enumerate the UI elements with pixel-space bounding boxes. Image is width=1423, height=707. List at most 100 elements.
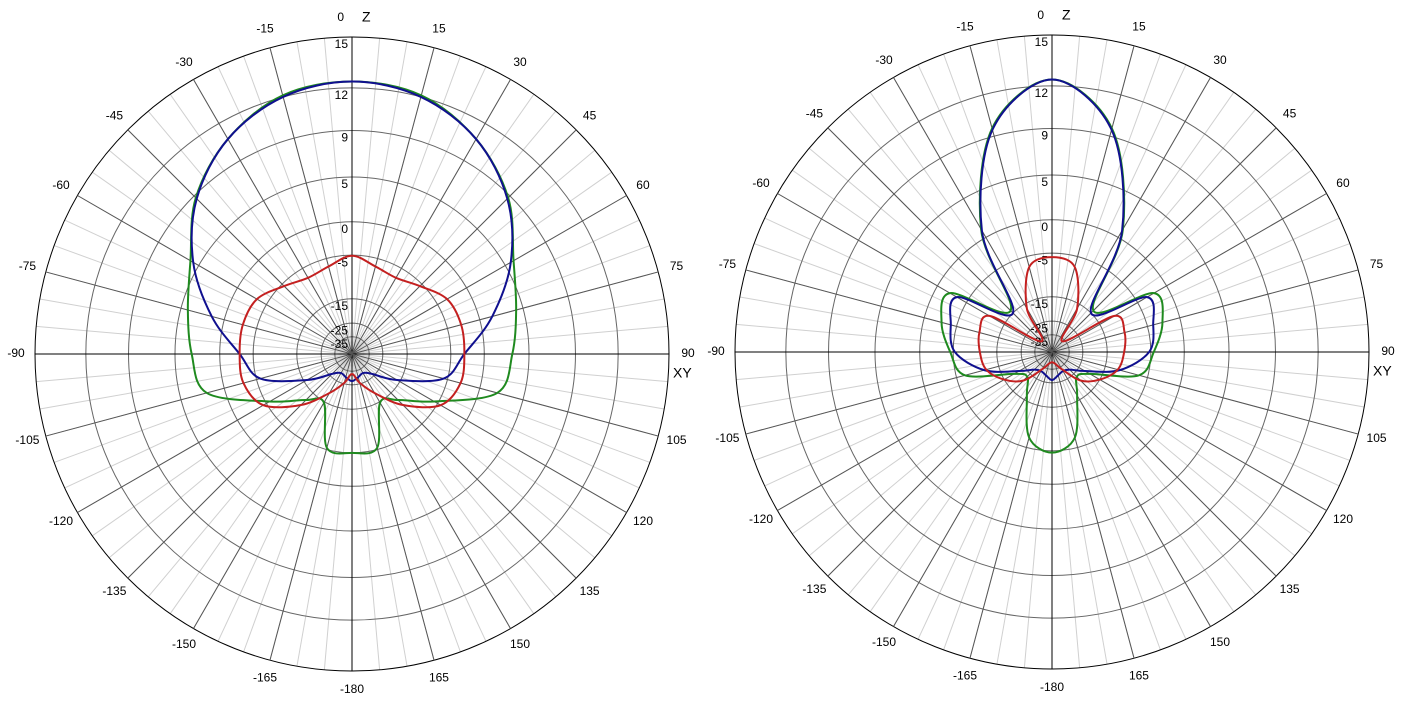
minor-spoke <box>1051 108 1257 353</box>
angle-tick-label: -105 <box>715 431 739 445</box>
minor-spoke <box>996 39 1053 353</box>
radial-tick-label: -5 <box>1037 253 1048 267</box>
radial-tick-label: -25 <box>331 323 349 337</box>
angle-tick-label: 60 <box>1336 176 1350 190</box>
minor-spoke <box>753 351 1053 461</box>
minor-spoke <box>351 298 665 355</box>
minor-spoke <box>92 171 353 355</box>
angle-tick-label: 15 <box>1132 20 1146 34</box>
minor-spoke <box>943 53 1053 353</box>
minor-spoke <box>108 149 353 355</box>
pattern-line <box>238 254 466 409</box>
spoke <box>269 353 353 661</box>
minor-spoke <box>351 353 487 642</box>
radial-tick-label: 9 <box>341 131 348 145</box>
polar-chart: 0153045607590105120135150165-180-165-150… <box>7 9 695 696</box>
spoke <box>351 353 659 437</box>
spoke <box>351 195 627 355</box>
angle-tick-label: -45 <box>106 109 124 123</box>
minor-spoke <box>1051 351 1235 612</box>
minor-spoke <box>351 353 612 537</box>
minor-spoke <box>808 351 1053 557</box>
spoke <box>777 351 1053 511</box>
minor-spoke <box>351 149 596 355</box>
minor-spoke <box>739 296 1053 353</box>
angle-tick-label: 120 <box>633 514 653 528</box>
radial-tick-label: 5 <box>1041 175 1048 189</box>
minor-spoke <box>351 353 640 489</box>
spoke <box>969 45 1053 353</box>
minor-spoke <box>323 38 353 355</box>
angle-tick-label: -120 <box>749 512 773 526</box>
radial-tick-label: -15 <box>1031 297 1049 311</box>
radial-tick-label: 0 <box>1041 220 1048 234</box>
angle-tick-label: -105 <box>15 433 39 447</box>
angle-tick-label: -15 <box>256 22 274 36</box>
minor-spoke <box>296 353 353 667</box>
minor-spoke <box>296 41 353 355</box>
minor-spoke <box>147 353 353 598</box>
angle-tick-label: 15 <box>432 22 446 36</box>
minor-spoke <box>1051 351 1365 408</box>
minor-spoke <box>1051 351 1108 665</box>
angle-tick-label: 135 <box>1280 582 1300 596</box>
angle-tick-label: -75 <box>19 259 37 273</box>
minor-spoke <box>1051 351 1351 461</box>
angle-tick-label: -15 <box>956 20 974 34</box>
minor-spoke <box>847 108 1053 353</box>
spoke <box>193 79 353 355</box>
angle-tick-label: 150 <box>510 637 530 651</box>
angle-tick-label: -180 <box>340 682 364 696</box>
spoke <box>1051 351 1211 627</box>
pattern-line <box>977 256 1127 383</box>
minor-spoke <box>739 351 1053 408</box>
pattern-line <box>949 78 1155 382</box>
angle-tick-label: -135 <box>102 584 126 598</box>
angle-tick-label: -90 <box>7 346 25 360</box>
angle-tick-label: -60 <box>52 178 70 192</box>
pattern-line <box>190 80 514 383</box>
spoke <box>1051 351 1135 659</box>
minor-spoke <box>243 55 353 355</box>
angle-tick-label: -135 <box>802 582 826 596</box>
spoke <box>351 353 511 629</box>
minor-spoke <box>996 351 1053 665</box>
minor-spoke <box>1051 296 1365 353</box>
spoke <box>45 271 353 355</box>
angle-tick-label: 60 <box>636 178 650 192</box>
z-axis-label: Z <box>362 9 371 25</box>
radial-tick-label: -5 <box>337 255 348 269</box>
minor-spoke <box>351 66 487 355</box>
angle-tick-label: 45 <box>1283 107 1297 121</box>
radial-tick-label: -15 <box>331 299 349 313</box>
minor-spoke <box>323 353 353 670</box>
angle-tick-label: -150 <box>872 635 896 649</box>
spoke <box>269 47 353 355</box>
minor-spoke <box>792 169 1053 353</box>
minor-spoke <box>1051 351 1296 557</box>
xy-axis-label: XY <box>673 365 692 381</box>
angle-tick-label: 165 <box>1129 669 1149 683</box>
radial-tick-label: 0 <box>341 222 348 236</box>
angle-tick-label: 30 <box>1213 53 1227 67</box>
minor-spoke <box>351 171 612 355</box>
spoke <box>969 351 1053 659</box>
minor-spoke <box>764 217 1053 353</box>
spoke <box>827 351 1053 577</box>
minor-spoke <box>1051 351 1312 535</box>
minor-spoke <box>351 353 596 559</box>
spoke <box>127 129 353 355</box>
minor-spoke <box>869 351 1053 612</box>
angle-tick-label: 90 <box>1381 344 1395 358</box>
minor-spoke <box>1051 351 1081 668</box>
pattern-line <box>186 80 518 455</box>
minor-spoke <box>147 110 353 355</box>
spoke <box>827 127 1053 353</box>
minor-spoke <box>36 325 353 355</box>
spoke <box>351 353 435 661</box>
xy-axis-label: XY <box>1373 363 1392 379</box>
minor-spoke <box>351 38 381 355</box>
radial-tick-label: 12 <box>335 88 349 102</box>
minor-spoke <box>39 298 353 355</box>
minor-spoke <box>351 353 665 410</box>
